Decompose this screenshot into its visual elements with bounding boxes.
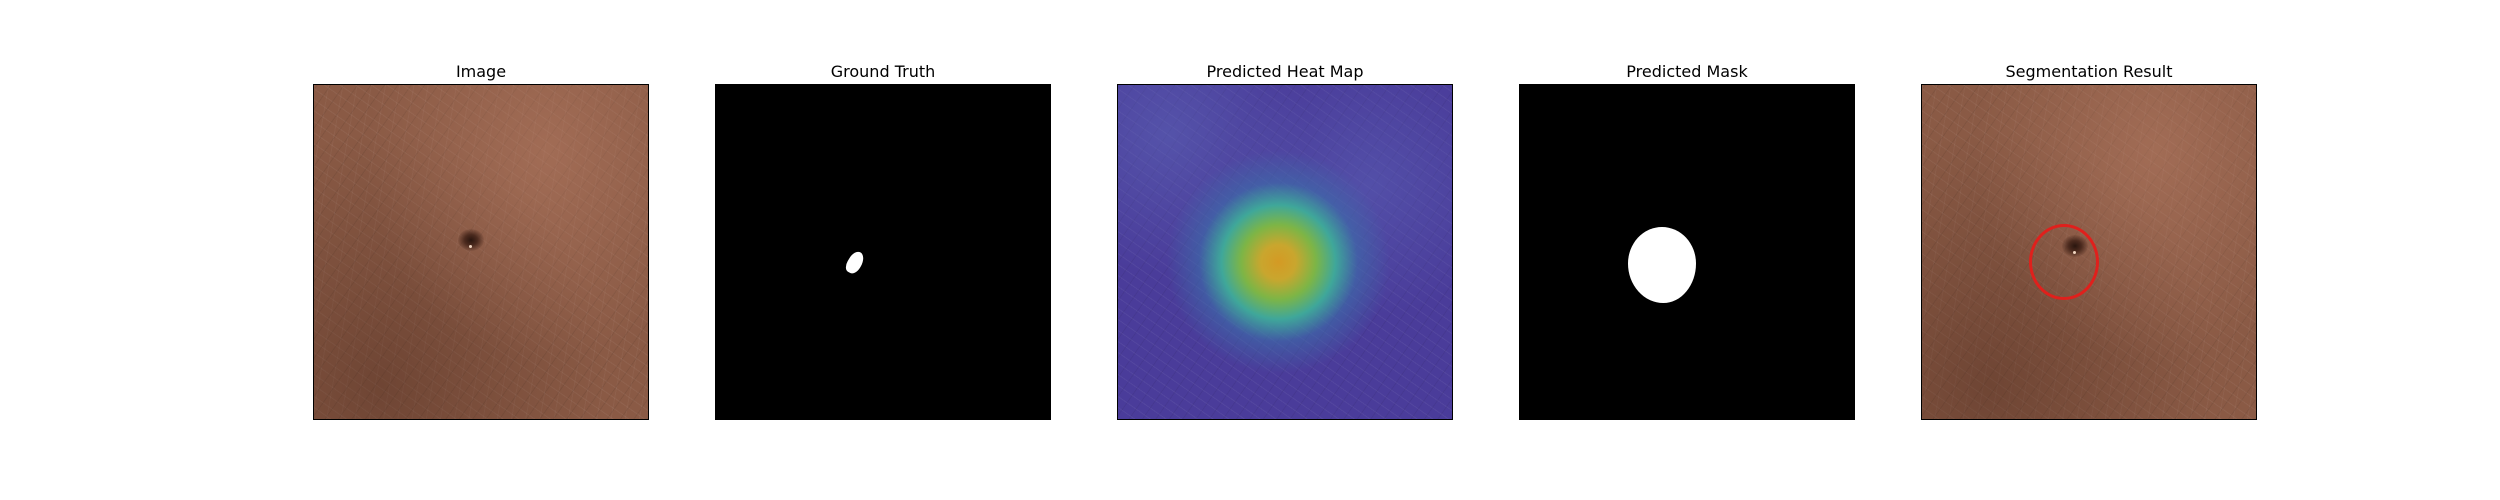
segmentation-image [1921, 84, 2257, 420]
predicted-region [1628, 227, 1696, 303]
panel-title: Image [455, 62, 507, 81]
panel-heat-map: Predicted Heat Map [1117, 60, 1453, 420]
panel-ground-truth: Ground Truth [715, 60, 1051, 420]
panel-title: Segmentation Result [2005, 62, 2173, 81]
segmentation-outline [2029, 224, 2099, 300]
heat-map-image [1117, 84, 1453, 420]
ground-truth-mask [715, 84, 1051, 420]
panel-title: Ground Truth [830, 62, 936, 81]
panel-title: Predicted Heat Map [1206, 62, 1364, 81]
predicted-mask-image [1519, 84, 1855, 420]
panel-predicted-mask: Predicted Mask [1519, 60, 1855, 420]
ground-truth-region [843, 249, 867, 276]
defect-spot [458, 229, 484, 251]
panel-segmentation-result: Segmentation Result [1921, 60, 2257, 420]
panel-title: Predicted Mask [1626, 62, 1748, 81]
image-photo [313, 84, 649, 420]
panel-image: Image [313, 60, 649, 420]
